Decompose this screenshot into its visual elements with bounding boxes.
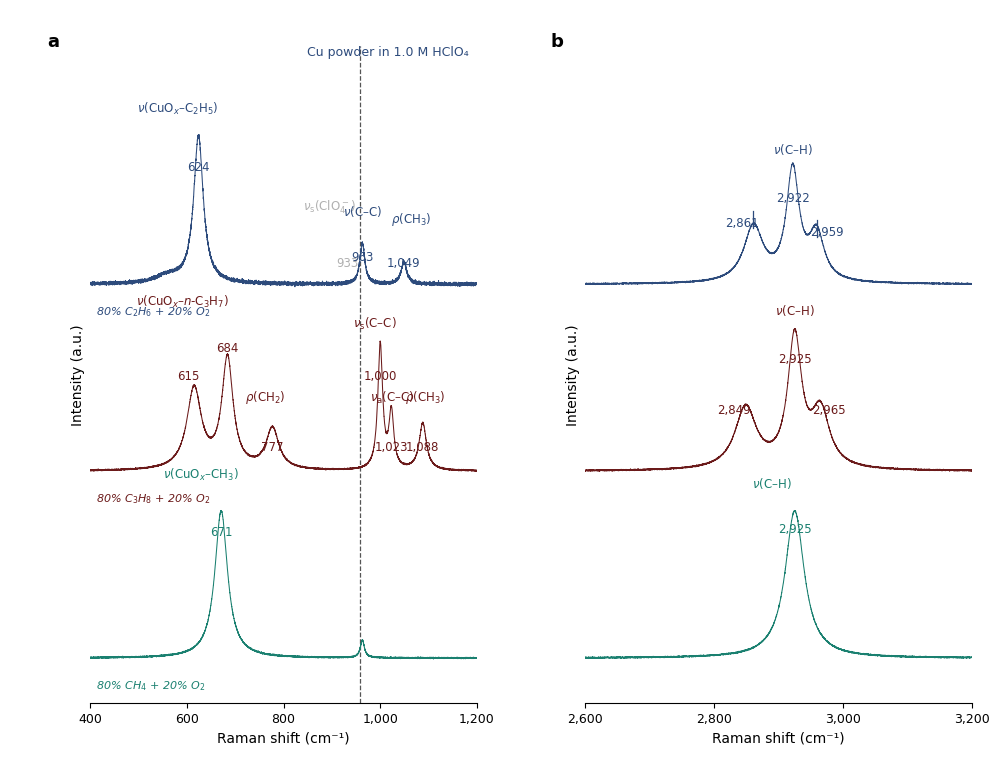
Text: 1,023: 1,023 [375,441,408,455]
X-axis label: Raman shift (cm⁻¹): Raman shift (cm⁻¹) [217,732,350,746]
Text: $\rho$(CH$_3$): $\rho$(CH$_3$) [392,210,432,227]
Text: $\nu$(CuO$_x$–CH$_3$): $\nu$(CuO$_x$–CH$_3$) [162,466,238,482]
Text: 777: 777 [262,441,284,455]
Text: 615: 615 [177,370,200,383]
Text: 1,000: 1,000 [364,370,397,383]
Text: 963: 963 [351,251,374,264]
Y-axis label: Intensity (a.u.): Intensity (a.u.) [566,324,579,426]
Text: 2,861: 2,861 [725,217,759,230]
Text: 80% CH$_4$ + 20% O$_2$: 80% CH$_4$ + 20% O$_2$ [96,679,205,693]
Text: 624: 624 [187,161,209,174]
Text: 2,959: 2,959 [810,226,844,239]
Text: 2,925: 2,925 [778,353,812,366]
Text: 2,922: 2,922 [776,192,810,205]
Text: 80% C$_2$H$_6$ + 20% O$_2$: 80% C$_2$H$_6$ + 20% O$_2$ [96,305,210,319]
Text: 933: 933 [337,257,359,270]
Text: a: a [48,33,60,51]
Text: 2,849: 2,849 [716,404,750,417]
Text: $\nu$(C–H): $\nu$(C–H) [753,476,792,491]
Text: b: b [550,33,563,51]
Text: 2,925: 2,925 [778,523,812,536]
Text: 80% C$_3$H$_8$ + 20% O$_2$: 80% C$_3$H$_8$ + 20% O$_2$ [96,492,210,506]
Text: $\nu$(C–H): $\nu$(C–H) [773,141,813,157]
X-axis label: Raman shift (cm⁻¹): Raman shift (cm⁻¹) [712,732,845,746]
Text: $\nu$(C–C): $\nu$(C–C) [343,204,382,219]
Text: $\nu$(C–H): $\nu$(C–H) [775,303,815,318]
Text: $\nu$(CuO$_x$–$n$-C$_3$H$_7$): $\nu$(CuO$_x$–$n$-C$_3$H$_7$) [135,294,228,310]
Text: 1,088: 1,088 [406,441,440,455]
Text: 671: 671 [210,526,232,540]
Text: Cu powder in 1.0 M HClO₄: Cu powder in 1.0 M HClO₄ [308,46,469,60]
Text: 1,049: 1,049 [387,257,421,270]
Text: $\nu$(CuO$_x$–C$_2$H$_5$): $\nu$(CuO$_x$–C$_2$H$_5$) [136,101,217,117]
Text: $\rho$(CH$_3$): $\rho$(CH$_3$) [405,389,445,406]
Text: 684: 684 [216,342,238,355]
Text: 2,965: 2,965 [812,404,846,417]
Text: $\nu_\mathrm{s}$(C–C): $\nu_\mathrm{s}$(C–C) [353,316,396,332]
Text: $\nu_\mathrm{a}$(C–C): $\nu_\mathrm{a}$(C–C) [370,390,415,406]
Text: $\nu_\mathrm{s}$(ClO$_4^-$): $\nu_\mathrm{s}$(ClO$_4^-$) [304,199,356,216]
Y-axis label: Intensity (a.u.): Intensity (a.u.) [70,324,84,426]
Text: $\rho$(CH$_2$): $\rho$(CH$_2$) [244,389,286,406]
